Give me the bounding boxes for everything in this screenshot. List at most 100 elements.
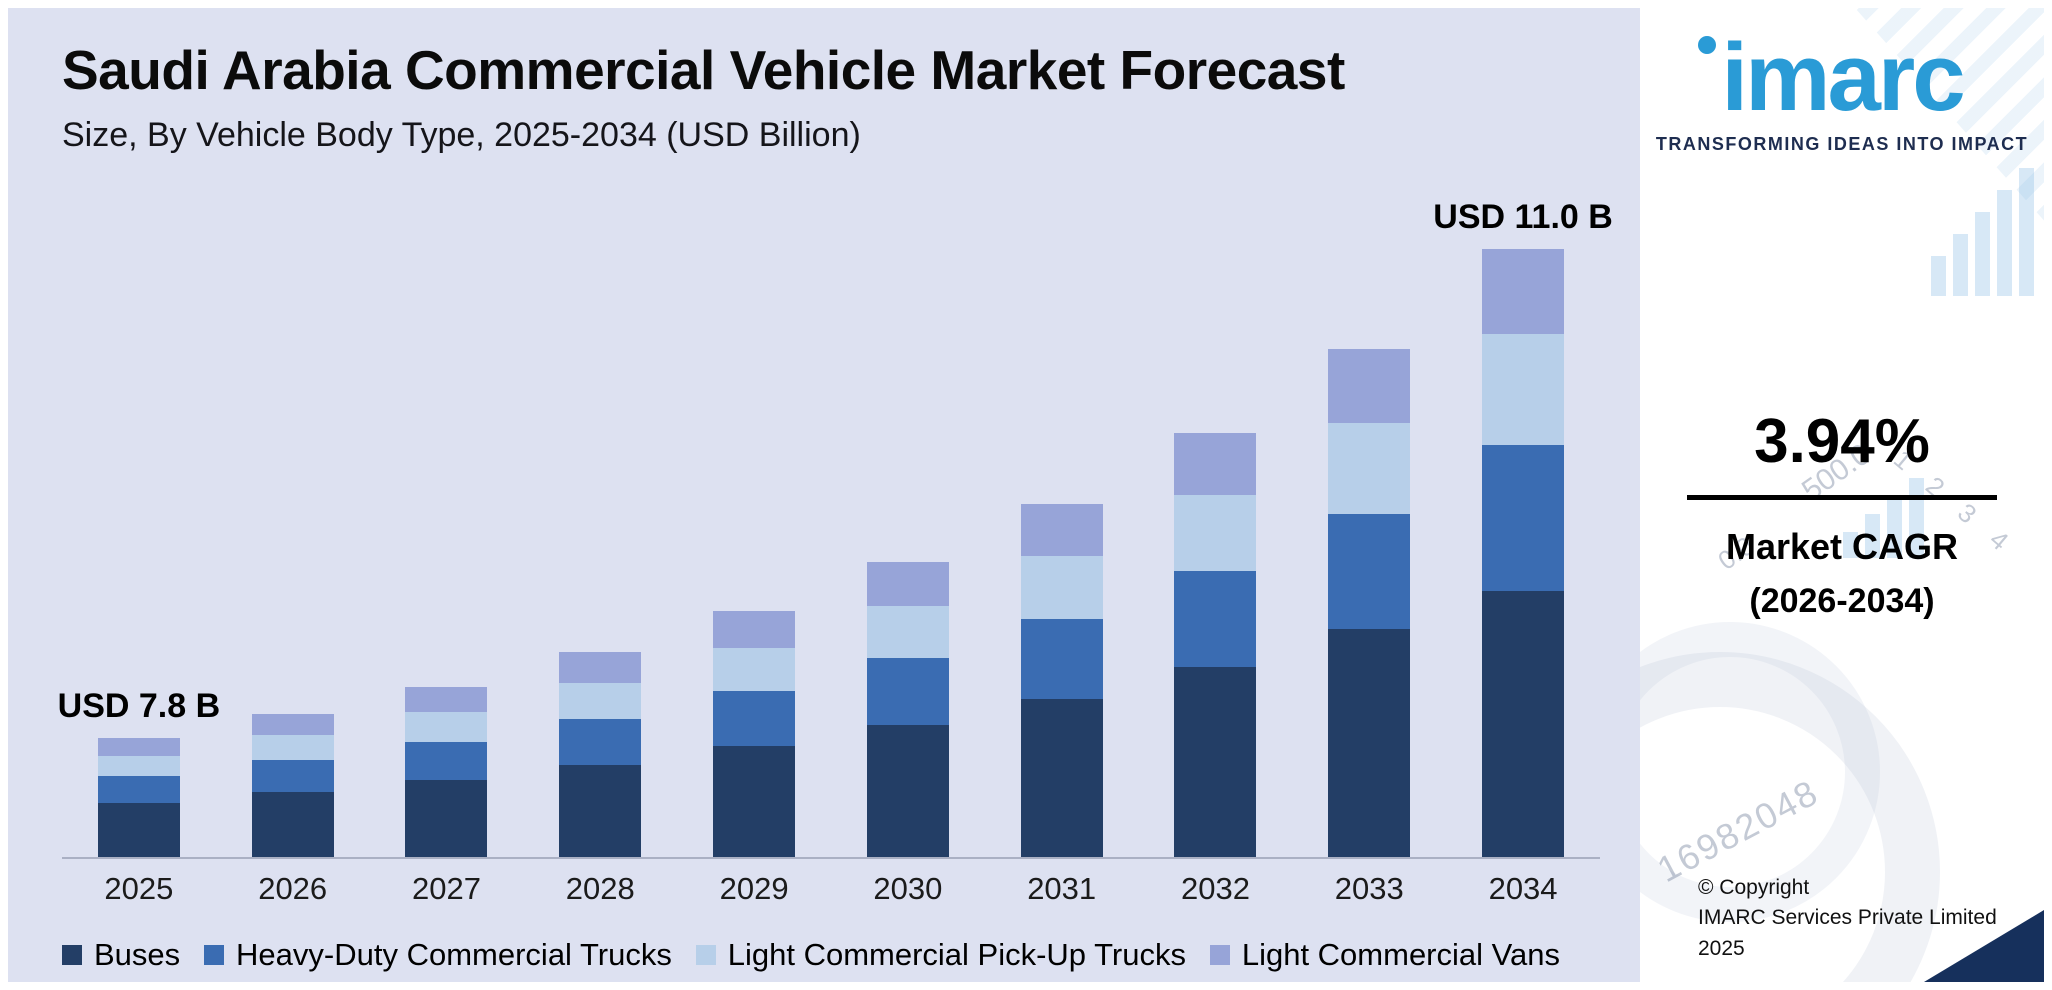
- bar-group-2030: [831, 219, 985, 857]
- x-tick-label-2031: 2031: [1027, 871, 1097, 906]
- logo-text: imarc: [1721, 24, 1965, 131]
- legend-item-light-commercial-vans: Light Commercial Vans: [1209, 937, 1560, 973]
- copyright-line2: IMARC Services Private Limited 2025: [1698, 906, 1997, 960]
- legend-item-buses: Buses: [62, 937, 180, 973]
- legend-swatch-icon: [695, 945, 716, 965]
- bar-segment-light-commercial-pick-up-trucks: [559, 682, 642, 720]
- stacked-bar-2032: [1174, 432, 1257, 857]
- imarc-logo: imarc TRANSFORMING IDEAS INTO IMPACT: [1640, 30, 2044, 155]
- bar-group-2031: [985, 219, 1139, 857]
- bar-segment-light-commercial-pick-up-trucks: [405, 712, 488, 743]
- bar-segment-light-commercial-pick-up-trucks: [866, 605, 949, 659]
- bar-segment-light-commercial-vans: [713, 611, 796, 648]
- bar-segment-light-commercial-vans: [1328, 349, 1411, 424]
- stacked-bar-2029: [713, 611, 796, 857]
- cagr-period: (2026-2034): [1749, 582, 1935, 620]
- bar-group-2027: [370, 219, 524, 857]
- bar-value-annotation-2034: USD 11.0 B: [1433, 198, 1613, 236]
- cagr-block: 3.94% Market CAGR (2026-2034): [1640, 406, 2044, 621]
- bar-group-2029: [677, 219, 831, 857]
- bar-segment-light-commercial-pick-up-trucks: [251, 735, 334, 760]
- decorative-bar-chart-icon: [1931, 168, 2034, 296]
- cagr-value: 3.94%: [1754, 407, 1930, 476]
- cagr-label: Market CAGR: [1725, 526, 1959, 567]
- stacked-bar-2028: [559, 651, 642, 857]
- copyright-line1: © Copyright: [1698, 875, 1810, 899]
- legend-label: Light Commercial Vans: [1241, 937, 1560, 972]
- legend-label: Heavy-Duty Commercial Trucks: [236, 937, 672, 972]
- bar-segment-buses: [866, 724, 949, 857]
- x-tick-label-2027: 2027: [412, 871, 481, 906]
- bar-segment-light-commercial-vans: [251, 713, 334, 736]
- x-axis-labels: 2025 2026 2027 2028 2029 2030 2031 2032 2033 2034: [62, 871, 1600, 907]
- x-tick-label-2032: 2032: [1180, 871, 1250, 906]
- bar-segment-buses: [1482, 590, 1565, 857]
- bar-segment-heavy-duty-commercial-trucks: [97, 775, 180, 803]
- bar-segment-heavy-duty-commercial-trucks: [1328, 513, 1411, 629]
- bar-segment-heavy-duty-commercial-trucks: [1482, 444, 1565, 591]
- bar-segment-light-commercial-pick-up-trucks: [1482, 334, 1565, 445]
- bar-segment-buses: [1020, 698, 1103, 857]
- bar-segment-light-commercial-vans: [1174, 432, 1257, 495]
- bar-value-annotation-2025: USD 7.8 B: [57, 687, 221, 726]
- legend-swatch-icon: [204, 945, 225, 965]
- x-tick-label-2029: 2029: [719, 871, 789, 906]
- bar-segment-light-commercial-vans: [866, 562, 949, 606]
- bar-segment-buses: [1328, 628, 1411, 857]
- x-tick-label-2026: 2026: [258, 871, 328, 906]
- chart-title: Saudi Arabia Commercial Vehicle Market F…: [62, 39, 1345, 101]
- bar-segment-heavy-duty-commercial-trucks: [866, 658, 949, 725]
- legend-swatch-icon: [1209, 945, 1230, 965]
- bar-segment-light-commercial-pick-up-trucks: [1174, 494, 1257, 571]
- bar-segment-light-commercial-pick-up-trucks: [1020, 555, 1103, 620]
- logo-dot-icon: [1698, 36, 1716, 54]
- bar-segment-light-commercial-vans: [97, 738, 180, 756]
- bar-segment-light-commercial-vans: [559, 651, 642, 683]
- bar-segment-buses: [97, 802, 180, 857]
- bar-segment-buses: [1174, 666, 1257, 857]
- bar-group-2032: [1139, 219, 1293, 857]
- stacked-bar-2030: [866, 562, 949, 857]
- bar-segment-light-commercial-vans: [1020, 504, 1103, 556]
- cagr-divider: [1687, 495, 1997, 500]
- x-tick-label-2033: 2033: [1334, 871, 1404, 906]
- chart-panel: Saudi Arabia Commercial Vehicle Market F…: [8, 8, 1640, 982]
- legend: Buses Heavy-Duty Commercial Trucks Light C…: [62, 937, 1560, 973]
- copyright: © Copyright IMARC Services Private Limit…: [1698, 873, 2034, 964]
- bar-segment-heavy-duty-commercial-trucks: [251, 759, 334, 793]
- stacked-bar-2034: [1482, 249, 1565, 857]
- bar-segment-light-commercial-pick-up-trucks: [713, 647, 796, 691]
- stacked-bar-2025: [97, 738, 180, 857]
- bar-segment-heavy-duty-commercial-trucks: [559, 719, 642, 766]
- bar-segment-light-commercial-vans: [405, 686, 488, 713]
- bar-group-2033: [1292, 219, 1446, 857]
- bar-segment-heavy-duty-commercial-trucks: [713, 690, 796, 747]
- bar-segment-light-commercial-vans: [1482, 249, 1565, 335]
- bar-segment-heavy-duty-commercial-trucks: [405, 742, 488, 780]
- legend-item-light-commercial-pick-up-trucks: Light Commercial Pick-Up Trucks: [695, 937, 1186, 973]
- bar-group-2026: [216, 219, 370, 857]
- bar-group-2028: [523, 219, 677, 857]
- legend-swatch-icon: [62, 945, 82, 965]
- x-tick-label-2034: 2034: [1488, 871, 1558, 906]
- stacked-bar-2031: [1020, 504, 1103, 857]
- bar-segment-buses: [713, 746, 796, 857]
- bar-segment-heavy-duty-commercial-trucks: [1174, 570, 1257, 667]
- logo-tagline: TRANSFORMING IDEAS INTO IMPACT: [1655, 134, 2029, 154]
- bar-group-2025: USD 7.8 B: [58, 219, 220, 857]
- x-tick-label-2025: 2025: [104, 871, 174, 906]
- bar-segment-buses: [559, 765, 642, 857]
- bar-segment-heavy-duty-commercial-trucks: [1020, 619, 1103, 699]
- legend-label: Light Commercial Pick-Up Trucks: [727, 937, 1186, 972]
- chart-subtitle: Size, By Vehicle Body Type, 2025-2034 (U…: [62, 116, 861, 154]
- bar-segment-light-commercial-pick-up-trucks: [1328, 423, 1411, 514]
- right-panel: 500.0 0.0 1 2 3 4 16982048 imarc TRANSFORMI…: [1640, 8, 2044, 982]
- legend-item-heavy-duty-commercial-trucks: Heavy-Duty Commercial Trucks: [204, 937, 672, 973]
- stacked-bar-2026: [251, 713, 334, 857]
- x-tick-label-2030: 2030: [873, 871, 943, 906]
- x-tick-label-2028: 2028: [565, 871, 635, 906]
- stacked-bar-2033: [1328, 349, 1411, 857]
- bar-group-2034: USD 11.0 B: [1433, 198, 1613, 857]
- bar-segment-buses: [251, 792, 334, 857]
